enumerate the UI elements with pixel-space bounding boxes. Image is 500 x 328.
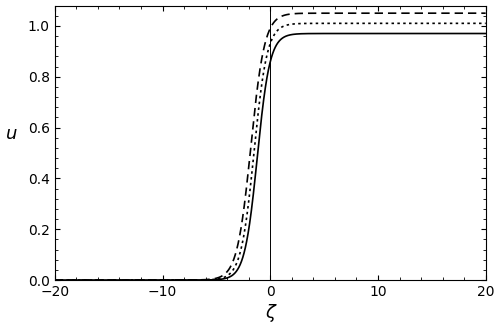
X-axis label: ζ: ζ bbox=[266, 304, 275, 322]
Y-axis label: u: u bbox=[6, 125, 17, 143]
